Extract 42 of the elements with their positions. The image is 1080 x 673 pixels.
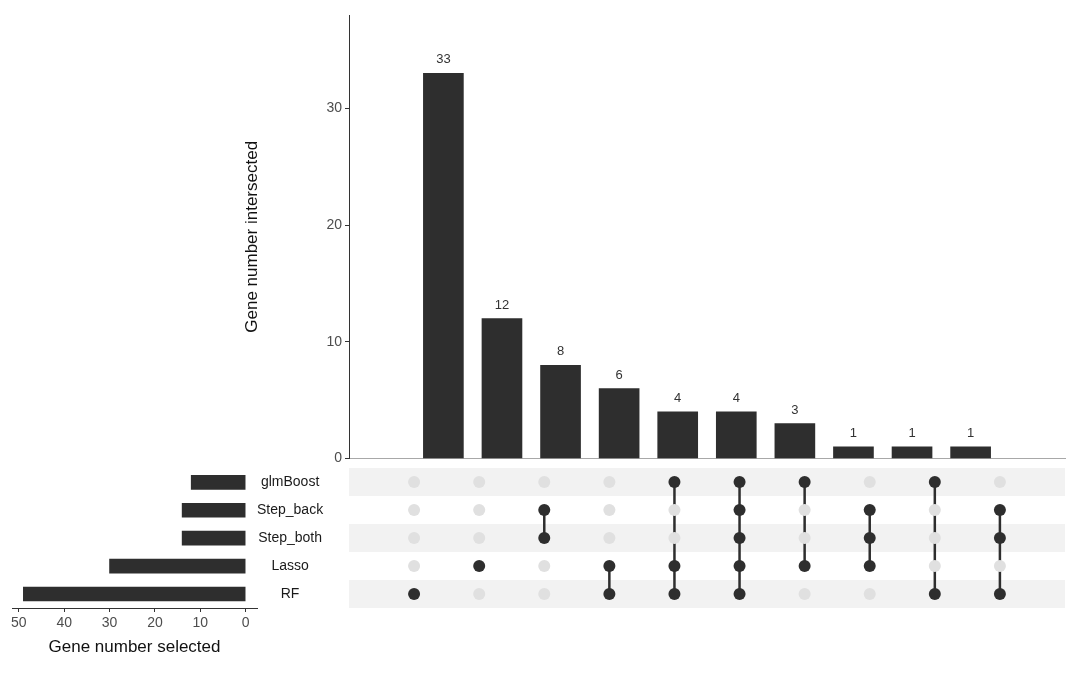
data-label: 4 [674, 389, 682, 405]
data-label: 8 [556, 343, 565, 359]
x-axis-title: Gene number selected [48, 637, 221, 657]
bar [181, 530, 246, 546]
data-label: 12 [494, 296, 510, 312]
bar [891, 446, 933, 459]
y-tick-label: 10 [326, 332, 343, 349]
bar [181, 502, 246, 518]
data-label: 1 [908, 425, 916, 440]
bar [540, 364, 581, 459]
data-label: 3 [791, 401, 799, 417]
bar [109, 558, 246, 574]
bar [481, 318, 523, 459]
bar [598, 388, 640, 459]
y-tick-label: Lasso [271, 556, 309, 573]
y-tick-label: Step_both [258, 529, 322, 546]
bar [715, 411, 757, 459]
y-tick-label: glmBoost [260, 473, 320, 490]
data-label: 1 [967, 425, 975, 440]
y-tick-label: Step_back [256, 501, 325, 518]
bar [657, 411, 699, 459]
data-label: 33 [436, 51, 451, 67]
bar [23, 586, 246, 602]
y-tick-label: 0 [334, 449, 343, 466]
y-tick-label: RF [280, 584, 300, 601]
y-tick-label: 30 [326, 99, 343, 116]
y-axis-title: Gene number intersected [241, 140, 261, 333]
x-tick-label: 0 [241, 614, 250, 631]
bar [423, 73, 464, 459]
bar [833, 446, 874, 459]
bar [774, 423, 816, 459]
bar [950, 446, 991, 459]
x-tick-label: 30 [101, 614, 118, 631]
x-tick-label: 10 [192, 614, 209, 631]
bar [190, 475, 246, 490]
x-tick-label: 40 [56, 614, 73, 631]
y-tick-label: 20 [326, 215, 343, 232]
data-label: 6 [615, 366, 623, 382]
x-tick-label: 50 [11, 614, 27, 631]
data-label: 4 [732, 389, 740, 405]
x-tick-label: 20 [147, 614, 163, 631]
data-label: 1 [849, 425, 858, 440]
